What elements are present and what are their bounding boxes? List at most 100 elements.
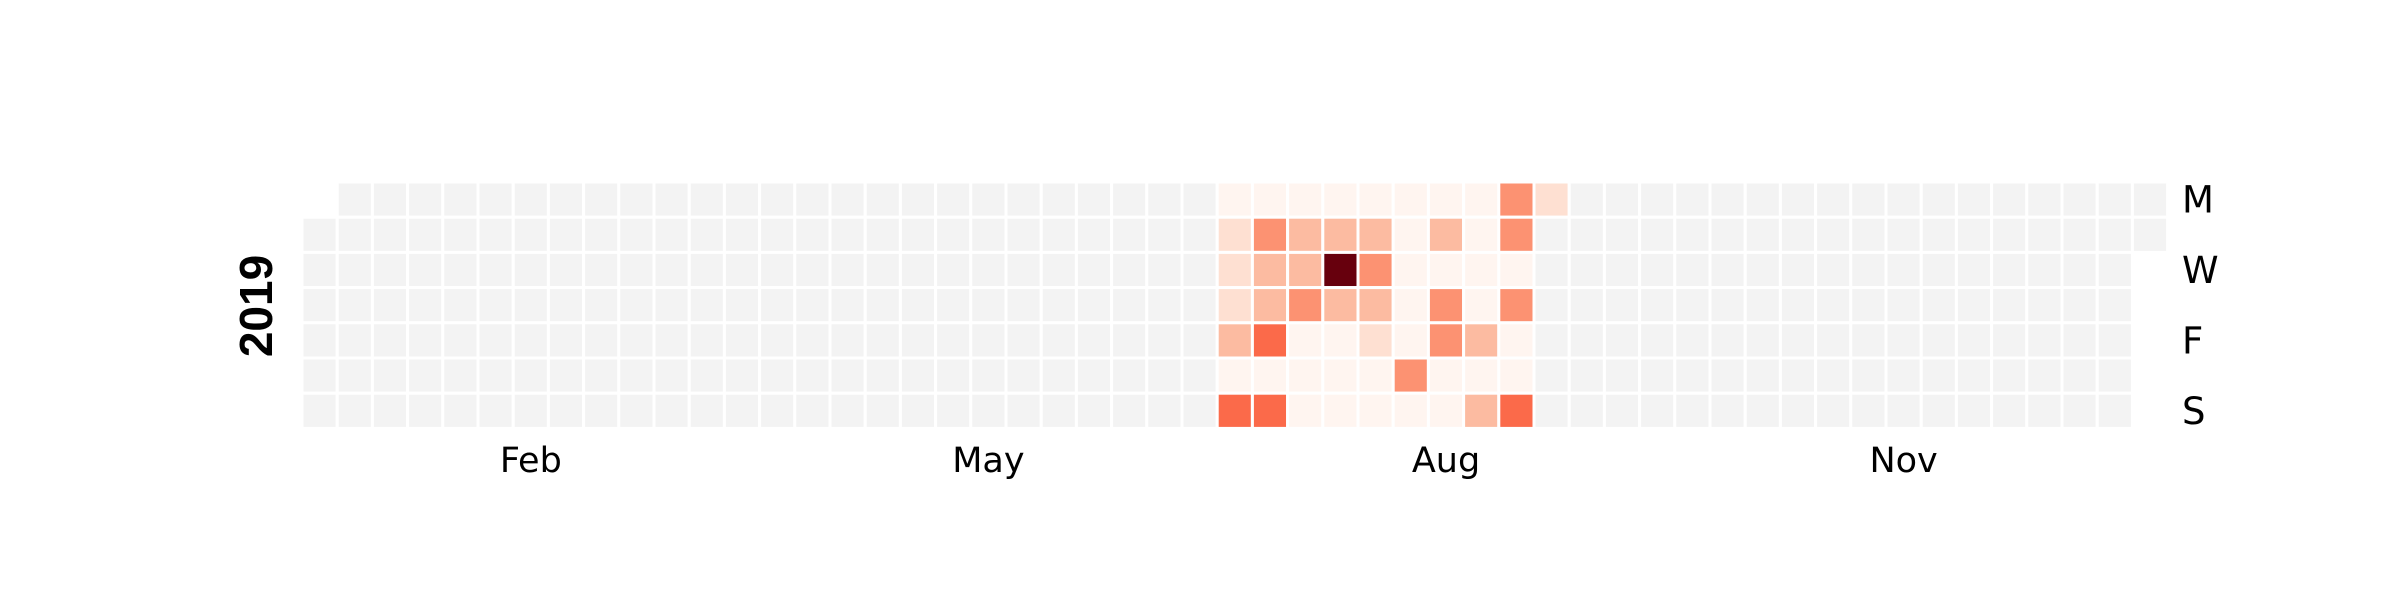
weekday-label: F bbox=[2182, 319, 2203, 362]
heatmap-cell bbox=[1602, 286, 1642, 325]
heatmap-cell bbox=[1391, 215, 1430, 254]
heatmap-cell bbox=[1673, 180, 1712, 219]
heatmap-cell bbox=[582, 356, 621, 395]
heatmap-cell bbox=[1990, 391, 2029, 430]
heatmap-cell bbox=[1391, 321, 1430, 360]
heatmap-cell bbox=[1919, 250, 1958, 290]
heatmap-cell bbox=[758, 250, 797, 290]
heatmap-cell bbox=[1145, 391, 1184, 430]
heatmap-cell bbox=[1391, 391, 1430, 430]
month-label: Feb bbox=[500, 441, 562, 481]
heatmap-cell bbox=[1673, 286, 1712, 325]
heatmap-cell bbox=[969, 356, 1008, 395]
heatmap-cell bbox=[2095, 215, 2134, 254]
heatmap-cell bbox=[687, 215, 726, 254]
heatmap-cell bbox=[1884, 286, 1923, 325]
heatmap-cell bbox=[652, 250, 691, 290]
heatmap-cell bbox=[1250, 356, 1290, 395]
heatmap-cell bbox=[617, 250, 656, 290]
heatmap-cell bbox=[1250, 215, 1290, 254]
heatmap-cell bbox=[546, 286, 586, 325]
heatmap-cell bbox=[1778, 391, 1818, 430]
heatmap-cell bbox=[1884, 250, 1923, 290]
heatmap-cell bbox=[1321, 180, 1360, 219]
heatmap-cell bbox=[582, 250, 621, 290]
heatmap-cell bbox=[1532, 391, 1571, 430]
heatmap-cell bbox=[1110, 356, 1149, 395]
heatmap-cell bbox=[1638, 250, 1677, 290]
heatmap-cell bbox=[1673, 321, 1712, 360]
heatmap-cell bbox=[652, 356, 691, 395]
heatmap-cell bbox=[1497, 215, 1536, 254]
heatmap-cell bbox=[1497, 356, 1536, 395]
heatmap-cell bbox=[934, 250, 973, 290]
heatmap-cell bbox=[1814, 391, 1853, 430]
heatmap-cell bbox=[863, 391, 902, 430]
heatmap-cell bbox=[617, 356, 656, 395]
month-label: May bbox=[952, 441, 1024, 481]
heatmap-cell bbox=[546, 356, 586, 395]
heatmap-cell bbox=[441, 286, 480, 325]
heatmap-cell bbox=[1849, 250, 1888, 290]
heatmap-cell bbox=[758, 286, 797, 325]
heatmap-cell bbox=[582, 391, 621, 430]
heatmap-cell bbox=[617, 321, 656, 360]
heatmap-cell bbox=[1321, 321, 1360, 360]
heatmap-cell bbox=[2025, 391, 2064, 430]
heatmap-cell bbox=[1708, 250, 1747, 290]
weekday-label: S bbox=[2182, 390, 2206, 433]
heatmap-cell bbox=[335, 321, 374, 360]
heatmap-cell bbox=[1215, 286, 1254, 325]
heatmap-cell bbox=[441, 356, 480, 395]
heatmap-cell bbox=[722, 356, 762, 395]
heatmap-cell bbox=[652, 286, 691, 325]
heatmap-cell bbox=[1673, 391, 1712, 430]
heatmap-cell bbox=[1532, 286, 1571, 325]
heatmap-cell bbox=[1602, 356, 1642, 395]
heatmap-cell bbox=[1567, 215, 1606, 254]
heatmap-cell bbox=[1110, 215, 1149, 254]
heatmap-cell bbox=[1673, 215, 1712, 254]
heatmap-cell bbox=[1110, 391, 1149, 430]
heatmap-cell bbox=[2095, 180, 2134, 219]
heatmap-cell bbox=[1110, 286, 1149, 325]
heatmap-cell bbox=[2095, 321, 2134, 360]
month-label: Nov bbox=[1869, 441, 1937, 481]
heatmap-cell bbox=[1954, 356, 1994, 395]
heatmap-cell bbox=[1462, 286, 1501, 325]
heatmap-cell bbox=[511, 180, 550, 219]
heatmap-cell bbox=[969, 321, 1008, 360]
heatmap-cell bbox=[1356, 215, 1395, 254]
heatmap-cell bbox=[2025, 215, 2064, 254]
heatmap-cell bbox=[793, 286, 832, 325]
heatmap-cell bbox=[300, 356, 339, 395]
heatmap-cell bbox=[722, 321, 762, 360]
heatmap-cell bbox=[1004, 286, 1043, 325]
heatmap-cell bbox=[335, 391, 374, 430]
heatmap-cell bbox=[969, 180, 1008, 219]
heatmap-cell bbox=[934, 356, 973, 395]
heatmap-cell bbox=[1039, 180, 1078, 219]
heatmap-cell bbox=[1462, 356, 1501, 395]
heatmap-cell bbox=[1462, 321, 1501, 360]
weekday-label: M bbox=[2182, 179, 2214, 222]
heatmap-cell bbox=[2025, 250, 2064, 290]
heatmap-cell bbox=[1250, 250, 1290, 290]
heatmap-cell bbox=[441, 215, 480, 254]
heatmap-cell bbox=[1954, 286, 1994, 325]
heatmap-cell bbox=[476, 215, 515, 254]
heatmap-cell bbox=[476, 180, 515, 219]
heatmap-cell bbox=[1145, 215, 1184, 254]
heatmap-cell bbox=[1215, 215, 1254, 254]
heatmap-cell bbox=[969, 286, 1008, 325]
heatmap-cell bbox=[793, 215, 832, 254]
heatmap-cell bbox=[898, 391, 938, 430]
heatmap-cell bbox=[1849, 356, 1888, 395]
heatmap-cell bbox=[1602, 250, 1642, 290]
heatmap-cell bbox=[1497, 286, 1536, 325]
heatmap-cell bbox=[2095, 286, 2134, 325]
heatmap-cell bbox=[476, 356, 515, 395]
heatmap-cell bbox=[687, 356, 726, 395]
heatmap-cell bbox=[722, 286, 762, 325]
